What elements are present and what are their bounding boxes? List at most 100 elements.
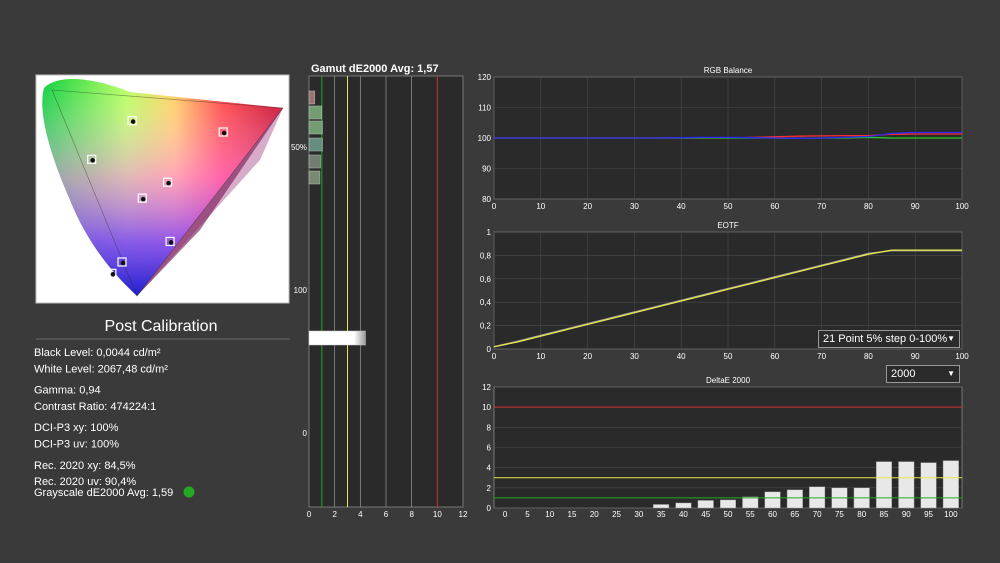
deltae-formula-select-value: 2000 <box>891 368 916 380</box>
deltae-x-tick: 10 <box>545 510 554 519</box>
gamut-bar <box>308 105 323 120</box>
cie-target-marker <box>107 268 117 278</box>
deltae-x-tick: 60 <box>768 510 777 519</box>
rgb-balance-y-tick: 80 <box>482 195 491 204</box>
eotf-y-tick: 0,2 <box>480 322 492 331</box>
gamut-de-chart: 0 2 4 6 8 10 12 50% 100 0 <box>291 75 468 519</box>
gamut-bar <box>308 154 321 169</box>
eotf-x-tick: 60 <box>770 352 779 361</box>
cie-target-marker <box>117 257 127 267</box>
gamut-title: Gamut dE2000 Avg: 1,57 <box>311 63 439 75</box>
cie-target-marker <box>137 193 147 203</box>
rgb-balance-x-tick: 50 <box>724 202 733 211</box>
deltae-bar <box>786 489 803 509</box>
stat-line: Contrast Ratio: 474224:1 <box>34 401 156 413</box>
rgb-balance-x-tick: 80 <box>864 202 873 211</box>
rgb-balance-x-tick: 10 <box>536 202 545 211</box>
gamut-bar <box>308 170 321 185</box>
deltae-x-tick: 75 <box>835 510 844 519</box>
deltae-title: DeltaE 2000 <box>706 376 751 385</box>
cie-measured-point <box>110 272 116 277</box>
deltae-bar <box>898 461 915 509</box>
eotf-series-line <box>493 249 962 348</box>
eotf-x-tick: 100 <box>955 352 969 361</box>
stat-line: Black Level: 0,0044 cd/m² <box>34 347 161 359</box>
deltae-x-tick: 40 <box>679 510 688 519</box>
grayscale-avg: Grayscale dE2000 Avg: 1,59 <box>34 487 173 499</box>
deltae-y-tick: 12 <box>482 383 491 392</box>
deltae-bar <box>742 496 759 509</box>
deltae-x-tick: 55 <box>746 510 755 519</box>
cie-measured-point <box>120 260 126 266</box>
rgb-balance-chart: RGB Balance 0 10 20 30 40 50 60 70 80 90 100 80 90 100… <box>478 66 970 211</box>
rgb-balance-x-tick: 20 <box>583 202 592 211</box>
cie-measured-point <box>90 158 95 163</box>
rgb-balance-x-tick: 70 <box>817 202 826 211</box>
gamut-bar <box>308 330 366 346</box>
deltae-x-tick: 35 <box>657 510 666 519</box>
rgb-balance-y-tick: 110 <box>478 104 491 113</box>
eotf-y-tick: 0,8 <box>480 251 492 260</box>
rgb-balance-x-tick: 30 <box>630 202 639 211</box>
eotf-y-tick: 1 <box>487 228 492 237</box>
rgb-balance-x-tick: 0 <box>492 202 497 211</box>
deltae-x-tick: 20 <box>590 510 599 519</box>
deltae-y-tick: 10 <box>482 403 491 412</box>
eotf-points-select-value: 21 Point 5% step 0-100% <box>823 333 948 345</box>
deltae-x-tick: 95 <box>924 510 933 519</box>
deltae-x-tick: 0 <box>503 510 508 519</box>
deltae-bar <box>920 462 937 509</box>
deltae-y-tick: 0 <box>487 504 492 513</box>
rgb-balance-x-tick: 100 <box>955 202 969 211</box>
deltae-x-tick: 85 <box>880 510 889 519</box>
cie-measured-point <box>130 119 136 124</box>
stats-list: Black Level: 0,0044 cd/m² White Level: 20… <box>34 347 168 488</box>
deltae-bar <box>697 500 714 509</box>
cie-target-marker <box>162 177 173 187</box>
gamut-bar <box>308 90 316 105</box>
eotf-points-select[interactable]: 21 Point 5% step 0-100% ▼ <box>818 330 960 348</box>
deltae-y-tick: 6 <box>487 444 492 453</box>
status-dot-icon <box>183 486 195 498</box>
rgb-balance-x-tick: 60 <box>770 202 779 211</box>
deltae-bar <box>720 499 737 509</box>
chevron-down-icon: ▼ <box>947 369 955 378</box>
deltae-bar <box>876 461 893 509</box>
cie-measured-point <box>221 130 227 136</box>
deltae-y-tick: 8 <box>487 423 492 432</box>
rgb-balance-title: RGB Balance <box>704 66 753 75</box>
deltae-x-tick: 90 <box>902 510 911 519</box>
deltae-x-tick: 80 <box>857 510 866 519</box>
chevron-down-icon: ▼ <box>947 334 955 343</box>
eotf-y-tick: 0 <box>487 345 492 354</box>
gamut-x-tick: 2 <box>332 510 337 519</box>
stat-line: DCI-P3 xy: 100% <box>34 422 119 434</box>
deltae-y-tick: 2 <box>487 484 492 493</box>
eotf-x-tick: 40 <box>677 352 686 361</box>
eotf-x-tick: 10 <box>536 352 545 361</box>
panel-title: Post Calibration <box>105 318 218 335</box>
deltae-formula-select[interactable]: 2000 ▼ <box>886 365 960 383</box>
eotf-x-tick: 70 <box>817 352 826 361</box>
gamut-side-tick: 100 <box>294 286 308 295</box>
deltae-bar <box>764 491 781 509</box>
gamut-bar <box>308 120 323 135</box>
stat-line: White Level: 2067,48 cd/m² <box>34 363 168 375</box>
stat-line: DCI-P3 uv: 100% <box>34 439 119 451</box>
deltae-x-tick: 15 <box>568 510 577 519</box>
gamut-x-tick: 6 <box>384 510 389 519</box>
deltae-x-tick: 5 <box>525 510 530 519</box>
stat-line: Gamma: 0,94 <box>34 385 101 397</box>
deltae-bar <box>809 486 826 509</box>
rgb-balance-x-tick: 90 <box>911 202 920 211</box>
deltae-x-tick: 65 <box>790 510 799 519</box>
gamut-bar <box>308 137 323 152</box>
gamut-x-tick: 0 <box>307 510 312 519</box>
eotf-x-tick: 20 <box>583 352 592 361</box>
deltae-x-tick: 45 <box>701 510 710 519</box>
stat-line: Rec. 2020 xy: 84,5% <box>34 460 136 472</box>
deltae-x-tick: 100 <box>944 510 958 519</box>
cie-measured-point <box>166 180 171 186</box>
rgb-balance-y-tick: 90 <box>482 165 491 174</box>
